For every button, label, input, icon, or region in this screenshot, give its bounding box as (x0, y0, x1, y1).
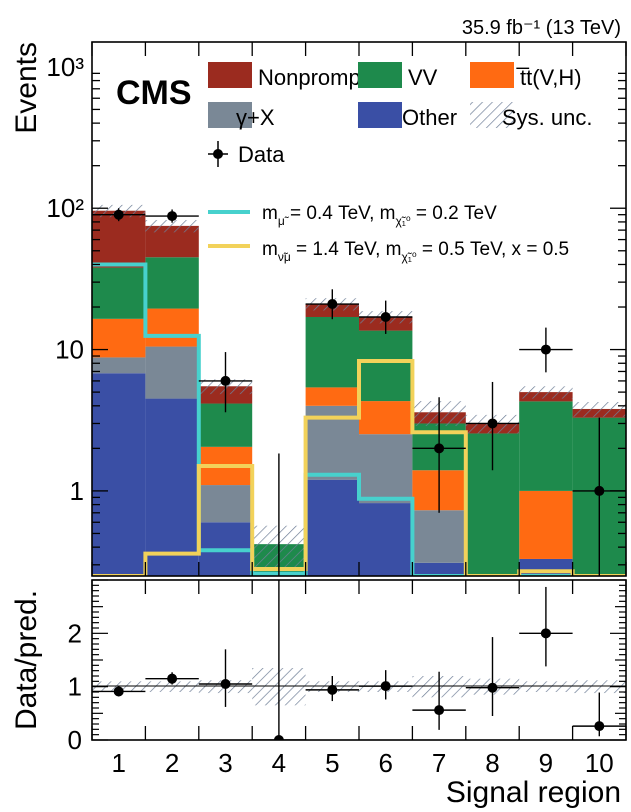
ratio-point-sr1 (113, 686, 124, 697)
ratio-point-sr4 (273, 735, 284, 740)
ratio-point-sr5 (327, 684, 338, 695)
x-tick-label-sr8: 8 (485, 748, 499, 778)
x-tick-label-sr10: 10 (585, 748, 614, 778)
y-axis-title: Events (10, 42, 43, 134)
legend-swatch-vv (358, 62, 402, 88)
bar-ttvh-sr6 (359, 401, 413, 435)
data-point-sr3 (220, 375, 231, 386)
data-point-sr10 (594, 485, 605, 496)
bar-x-sr1 (92, 357, 146, 374)
x-tick-label-sr1: 1 (111, 748, 125, 778)
data-point-sr7 (434, 443, 445, 454)
legend-marker-data (213, 149, 223, 159)
bar-other-sr5 (305, 479, 359, 576)
y-tick-label: 1 (70, 476, 84, 506)
legend-label-data: Data (238, 142, 285, 167)
ratio-y-axis-title: Data/pred. (10, 590, 43, 730)
ratio-unc-sr9 (519, 681, 573, 692)
x-tick-label-sr2: 2 (165, 748, 179, 778)
ratio-point-sr6 (380, 681, 391, 692)
legend-label-gammax: γ+X (236, 105, 275, 130)
bar-vv-sr2 (145, 257, 199, 309)
bar-ttvh-sr1 (92, 318, 146, 358)
y-tick-label: 10³ (46, 52, 84, 82)
x-tick-label-sr5: 5 (325, 748, 339, 778)
bar-vv-sr6 (359, 330, 413, 402)
y-tick-label: 10² (46, 193, 84, 223)
bar-other-sr7 (412, 562, 466, 576)
bar-vv-sr9 (519, 401, 573, 491)
ratio-points (92, 580, 626, 740)
x-tick-label-sr4: 4 (272, 748, 286, 778)
bar-x-sr6 (359, 434, 413, 504)
sys-unc-sr10 (572, 402, 626, 417)
legend-label-ttvh: t̅t(V,H) (516, 65, 582, 90)
legend: Nonprompt VV t̅t(V,H) γ+X Other Sys. unc… (208, 62, 592, 264)
bar-ttvh-sr9 (519, 490, 573, 559)
cms-label: CMS (116, 74, 192, 112)
lumi-label: 35.9 fb⁻¹ (13 TeV) (462, 17, 621, 39)
ratio-y-tick-label: 2 (68, 618, 82, 648)
bar-other-sr1 (92, 373, 146, 576)
bar-other-sr2 (145, 398, 199, 576)
legend-label-vv: VV (408, 65, 438, 90)
legend-swatch-nonprompt (208, 62, 252, 88)
legend-label-other: Other (402, 105, 457, 130)
bar-x-sr3 (198, 485, 253, 523)
x-tick-label-sr9: 9 (539, 748, 553, 778)
bar-x-sr7 (412, 510, 466, 563)
legend-label-sysunc: Sys. unc. (502, 105, 592, 130)
legend-label-nonprompt: Nonprompt (258, 65, 367, 90)
legend-swatch-ttvh (470, 62, 514, 88)
ratio-point-sr9 (540, 628, 551, 639)
ratio-point-sr2 (167, 673, 178, 684)
legend-swatch-other (358, 102, 402, 128)
bar-ttvh-sr10 (573, 577, 626, 578)
bar-vv-sr1 (92, 267, 146, 319)
top-axis-ticks (91, 42, 627, 576)
legend-label-signal-sneutrino: mν̃μ = 1.4 TeV, mχ̃₁⁰ = 0.5 TeV, x = 0.5 (262, 239, 569, 264)
legend-swatch-sysunc (470, 102, 514, 128)
sys-unc-sr2 (145, 220, 199, 233)
ratio-y-tick-label: 0 (68, 725, 82, 755)
data-point-sr5 (327, 299, 338, 310)
sys-unc-sr9 (519, 386, 573, 399)
x-axis-title: Signal region (446, 776, 621, 809)
bar-ttvh-sr5 (305, 387, 359, 406)
data-points (92, 208, 626, 576)
x-tick-label-sr6: 6 (378, 748, 392, 778)
legend-label-signal-smuon: mμ̃ = 0.4 TeV, mχ̃₁⁰ = 0.2 TeV (262, 203, 497, 228)
ratio-y-tick-label: 1 (68, 672, 82, 702)
ratio-point-sr3 (220, 679, 231, 689)
ratio-unc-sr10 (572, 680, 626, 694)
data-point-sr8 (487, 418, 498, 429)
data-point-sr1 (113, 209, 124, 220)
x-tick-label-sr7: 7 (432, 748, 446, 778)
y-tick-label: 10 (55, 335, 84, 365)
data-point-sr9 (540, 344, 551, 355)
ratio-point-sr8 (487, 682, 498, 693)
ratio-unc-sr2 (145, 681, 199, 692)
ratio-point-sr7 (434, 705, 445, 716)
bar-x-sr2 (145, 346, 199, 399)
ratio-axis-ticks (91, 579, 627, 741)
legend-swatch-gammax (208, 102, 252, 128)
bar-ttvh-sr2 (145, 308, 199, 347)
bar-other-sr6 (359, 503, 413, 576)
bar-vv-sr5 (305, 316, 359, 388)
data-point-sr2 (167, 211, 178, 222)
data-point-sr6 (380, 311, 391, 322)
x-tick-label-sr3: 3 (218, 748, 232, 778)
ratio-point-sr10 (594, 721, 605, 732)
